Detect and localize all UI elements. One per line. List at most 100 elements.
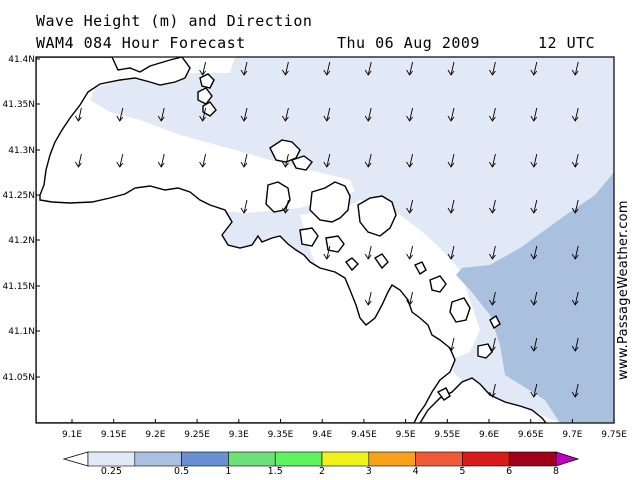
wave-arrow bbox=[406, 199, 414, 214]
wave-arrow bbox=[489, 337, 496, 352]
longitude-label: 9.15E bbox=[101, 430, 127, 440]
latitude-label: 41.4N bbox=[8, 55, 35, 65]
colorbar-upper-extension bbox=[555, 451, 580, 467]
wave-arrow bbox=[571, 61, 579, 76]
wave-arrow bbox=[530, 383, 538, 398]
islet-c bbox=[202, 101, 217, 117]
wave-arrow bbox=[116, 107, 124, 122]
colorbar-segment bbox=[228, 451, 276, 467]
colorbar-label: 0.25 bbox=[101, 466, 122, 477]
wave-arrow bbox=[364, 291, 372, 306]
latitude-label: 41.35N bbox=[3, 100, 36, 110]
spargi-island bbox=[325, 235, 345, 253]
wave-arrow bbox=[571, 383, 579, 398]
colorbar-segment bbox=[274, 451, 323, 467]
colorbar-label: 0.5 bbox=[174, 466, 189, 477]
wave-arrow bbox=[323, 107, 331, 122]
wave-arrow bbox=[571, 153, 579, 168]
colorbar-label: 4 bbox=[413, 466, 419, 477]
colorbar-segment bbox=[508, 451, 557, 467]
calm-zone-center bbox=[300, 200, 480, 360]
wave-arrow bbox=[530, 291, 538, 306]
wave-arrow bbox=[282, 107, 289, 122]
wave-arrow bbox=[571, 245, 579, 260]
wave-arrow bbox=[489, 383, 496, 398]
wave-arrow bbox=[199, 61, 207, 76]
tavolara-island bbox=[477, 343, 493, 359]
wave-arrow bbox=[447, 245, 455, 260]
wave-arrow bbox=[447, 107, 455, 122]
longitude-label: 9.65E bbox=[518, 430, 544, 440]
colorbar-label: 8 bbox=[553, 466, 559, 477]
wave-arrow bbox=[489, 153, 496, 168]
latitude-label: 41.25N bbox=[3, 191, 36, 201]
islet-d bbox=[344, 257, 359, 272]
longitude-label: 9.35E bbox=[268, 430, 294, 440]
wave-arrow bbox=[199, 107, 207, 122]
colorbar-segment bbox=[462, 451, 510, 467]
wave-arrow bbox=[447, 61, 455, 76]
longitude-label: 9.45E bbox=[351, 430, 377, 440]
latitude-label: 41.05N bbox=[3, 373, 36, 383]
longitude-label: 9.3E bbox=[229, 430, 249, 440]
longitude-axis: 9.1E 9.15E 9.2E 9.25E 9.3E 9.35E 9.4E 9.45E 9.5E… bbox=[62, 419, 627, 440]
colorbar-segment bbox=[134, 451, 182, 467]
colorbar-label: 5 bbox=[459, 466, 465, 477]
maddalena-island-1 bbox=[309, 181, 351, 223]
colorbar-lower-extension bbox=[62, 451, 89, 467]
colorbar-segment bbox=[87, 451, 136, 467]
wave-arrow bbox=[282, 61, 289, 76]
calm-zone-upper-left bbox=[36, 57, 355, 213]
wave-arrow bbox=[364, 107, 372, 122]
forecast-date: Thu 06 Aug 2009 bbox=[337, 34, 480, 52]
wave-arrow bbox=[199, 153, 207, 168]
wave-arrow bbox=[489, 291, 496, 306]
wave-arrow bbox=[282, 153, 289, 168]
islet-h bbox=[436, 387, 451, 401]
wave-arrow bbox=[157, 107, 165, 122]
wave-arrow bbox=[364, 245, 372, 260]
wave-arrow bbox=[571, 107, 579, 122]
wave-arrow bbox=[530, 153, 538, 168]
wave-arrow bbox=[571, 199, 579, 214]
forecast-subtitle: WAM4 084 Hour Forecast bbox=[36, 34, 246, 52]
wave-arrow bbox=[323, 153, 331, 168]
wave-arrow bbox=[323, 245, 331, 260]
longitude-label: 9.25E bbox=[184, 430, 210, 440]
wave-arrow bbox=[406, 291, 414, 306]
latitude-label: 41.2N bbox=[8, 236, 35, 246]
cavallo-island bbox=[291, 155, 313, 171]
wave-arrow bbox=[447, 153, 455, 168]
wave-arrow bbox=[489, 107, 496, 122]
wave-arrow bbox=[530, 245, 538, 260]
latitude-axis: 41.4N 41.35N 41.3N 41.25N 41.2N 41.15N 41.1N 41… bbox=[3, 55, 40, 383]
wave-arrow bbox=[75, 153, 82, 168]
colorbar-segment bbox=[415, 451, 463, 467]
colorbar-segment bbox=[368, 451, 416, 467]
wave-arrow bbox=[489, 61, 496, 76]
forecast-time: 12 UTC bbox=[538, 34, 596, 52]
latitude-label: 41.15N bbox=[3, 282, 36, 292]
colorbar-label: 6 bbox=[506, 466, 512, 477]
caprera-island bbox=[449, 297, 471, 323]
wave-arrow bbox=[240, 153, 248, 168]
budelli-island bbox=[429, 275, 447, 293]
wave-arrow bbox=[157, 153, 165, 168]
chart-title: Wave Height (m) and Direction bbox=[36, 12, 313, 30]
wave-arrow bbox=[489, 199, 496, 214]
wave-arrow bbox=[571, 291, 579, 306]
wave-arrow bbox=[406, 107, 414, 122]
colorbar-label: 3 bbox=[366, 466, 372, 477]
land-masses bbox=[36, 57, 547, 423]
islet-a bbox=[199, 73, 215, 89]
corsica-coastline bbox=[36, 57, 456, 423]
wave-arrow bbox=[447, 199, 455, 214]
islet-g bbox=[489, 314, 501, 330]
wave-arrow bbox=[406, 245, 414, 260]
colorbar-label: 1.5 bbox=[268, 466, 283, 477]
wave-arrow bbox=[406, 153, 414, 168]
latitude-label: 41.1N bbox=[8, 327, 35, 337]
wave-direction-arrows bbox=[75, 61, 579, 398]
